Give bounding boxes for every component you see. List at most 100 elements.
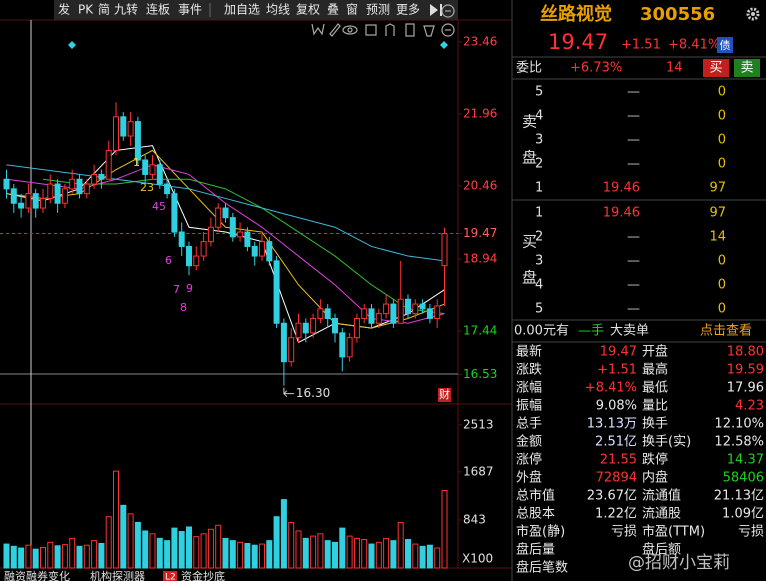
book-price: — xyxy=(627,157,640,172)
l2-badge xyxy=(163,571,177,581)
volume-bar xyxy=(368,543,375,569)
stat-label: 总市值 xyxy=(516,488,555,504)
sell-button[interactable] xyxy=(734,59,760,77)
bottom-tab[interactable]: 融资融券变化 xyxy=(4,569,70,581)
volume-bar xyxy=(193,536,200,569)
y-tick-label: 17.44 xyxy=(463,323,497,337)
volume-bar xyxy=(332,541,338,569)
collapse-icon[interactable] xyxy=(430,4,442,16)
candle-body xyxy=(200,241,207,257)
stat-label: 盘后笔数 xyxy=(516,560,568,576)
candle-body xyxy=(164,183,171,195)
toolbar-item[interactable]: 简 xyxy=(98,3,110,17)
volume-bar xyxy=(178,531,185,569)
volume-bar xyxy=(426,544,433,569)
volume-bar xyxy=(259,543,265,569)
volume-bar xyxy=(10,545,17,569)
toolbar-item[interactable]: 均线 xyxy=(266,3,290,17)
candle-body xyxy=(32,193,39,209)
stat-label: 流通股 xyxy=(642,507,681,522)
stat-value: 23.67亿 xyxy=(587,489,637,504)
candle-body xyxy=(120,116,127,137)
fin-badge[interactable] xyxy=(438,388,451,402)
book-volume: 14 xyxy=(709,230,726,245)
volume-bar xyxy=(3,543,10,569)
buy-button[interactable] xyxy=(703,59,729,77)
volume-bar xyxy=(149,533,156,569)
stat-label: 开盘 xyxy=(642,344,668,360)
volume-bar xyxy=(18,547,25,569)
toolbar-item[interactable]: 预测 xyxy=(366,3,390,17)
candle-body xyxy=(288,337,295,363)
book-price: — xyxy=(627,85,640,100)
book-volume: 0 xyxy=(718,278,726,293)
bond-badge[interactable] xyxy=(717,37,733,53)
toolbar-item[interactable]: 连板 xyxy=(146,2,170,17)
stock-code: 300556 xyxy=(640,4,715,25)
volume-bar xyxy=(310,535,317,569)
book-volume: 0 xyxy=(718,133,726,148)
stat-label: 市盈(TTM) xyxy=(642,524,705,540)
volume-bar xyxy=(229,540,236,569)
candle-body xyxy=(237,231,244,238)
volume-bar xyxy=(69,537,76,569)
buy-side-label: 买 xyxy=(522,233,537,251)
volume-bar xyxy=(207,528,214,569)
volume-bar xyxy=(346,535,353,569)
candle-body xyxy=(69,178,76,190)
toolbar-item[interactable]: 加自选 xyxy=(224,3,260,17)
book-level: 4 xyxy=(535,278,543,293)
volume-bar xyxy=(361,539,368,569)
candle-body xyxy=(178,231,185,247)
candle-body xyxy=(47,183,54,199)
candle-body xyxy=(302,322,309,334)
weibi-label: 委比 xyxy=(516,61,542,76)
view-link[interactable]: 点击查看 xyxy=(700,323,752,339)
toolbar-item[interactable]: 复权 xyxy=(296,3,320,17)
book-volume: 0 xyxy=(718,85,726,100)
candle-body xyxy=(134,121,141,161)
settings-icon[interactable] xyxy=(746,7,760,21)
toolbar-item[interactable]: 事件 xyxy=(178,3,202,17)
sell-side-label: 卖 xyxy=(522,113,537,131)
toolbar-item[interactable]: 窗 xyxy=(346,3,358,17)
big-order-lots: —手 xyxy=(578,324,604,339)
book-price: — xyxy=(627,302,640,317)
volume-tick-label: 1687 xyxy=(463,464,494,478)
toolbar-item[interactable]: 九转 xyxy=(114,2,138,17)
candle-body xyxy=(54,183,61,204)
candle-body xyxy=(353,317,360,339)
stat-value: 1.22亿 xyxy=(595,507,637,522)
stat-label: 换手(实) xyxy=(642,435,691,450)
book-level: 3 xyxy=(535,254,543,269)
toolbar-item[interactable]: 发 xyxy=(58,2,70,17)
candle-body xyxy=(375,313,382,324)
volume-bar xyxy=(164,540,171,569)
candle-body xyxy=(368,308,375,324)
candle-body xyxy=(266,241,273,262)
book-volume: 97 xyxy=(709,181,726,196)
candle-body xyxy=(186,245,192,267)
stat-label: 最新 xyxy=(516,344,542,360)
volume-bar xyxy=(25,544,32,569)
volume-bar xyxy=(186,526,192,569)
volume-bar xyxy=(113,470,119,569)
stock-name: 丝路视觉 xyxy=(540,3,612,25)
toolbar-item[interactable]: 叠 xyxy=(327,3,339,17)
nine-turn-label: 45 xyxy=(152,200,166,213)
volume-bar xyxy=(273,516,280,569)
stat-label: 涨幅 xyxy=(516,381,542,396)
volume-bar xyxy=(32,548,39,569)
toolbar-item[interactable]: 更多 xyxy=(396,3,420,17)
book-volume: 0 xyxy=(718,302,726,317)
bottom-tab[interactable]: 机构探测器 xyxy=(90,569,145,581)
stat-label: 换手 xyxy=(642,417,668,432)
sell-side-label: 盘 xyxy=(522,149,537,167)
buy-side-label: 盘 xyxy=(522,269,537,287)
toolbar-item[interactable]: PK xyxy=(78,3,94,17)
bottom-tab[interactable]: 资金抄底 xyxy=(181,569,225,581)
candle-body xyxy=(222,207,229,219)
candle-body xyxy=(142,159,149,175)
